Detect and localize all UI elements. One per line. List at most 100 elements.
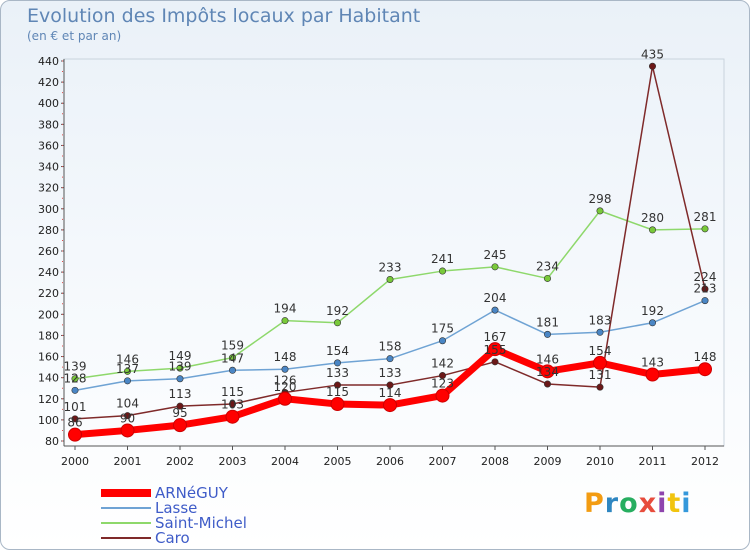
legend-label-arneguy: ARNéGUY [155,484,228,502]
value-label: 149 [169,349,192,363]
y-tick-label: 240 [38,266,59,279]
logo-letter: t [667,488,682,519]
value-label: 175 [431,322,454,336]
data-point [438,337,446,345]
legend-label-lasse: Lasse [155,499,198,517]
value-label: 435 [641,47,664,61]
data-point [491,358,499,366]
x-tick-label: 2006 [376,455,404,468]
y-tick-label: 320 [38,182,59,195]
data-point [386,355,394,363]
y-tick-label: 380 [38,118,59,131]
value-label: 147 [221,351,244,365]
value-label: 114 [379,386,402,400]
chart-subtitle: (en € et par an) [27,29,122,43]
value-label: 192 [326,304,349,318]
chart-title: Evolution des Impôts locaux par Habitant [27,5,421,27]
data-point [278,391,292,406]
value-label: 159 [221,339,244,353]
value-label: 115 [326,385,349,399]
x-tick-label: 2004 [271,455,299,468]
x-tick-label: 2011 [639,455,667,468]
data-point [435,388,450,403]
x-tick-label: 2003 [219,455,247,468]
data-point [68,427,82,442]
data-point [333,381,341,389]
value-label: 281 [694,210,717,224]
y-tick-label: 120 [38,393,59,406]
data-point [225,409,240,424]
y-tick-label: 220 [38,287,59,300]
x-tick-label: 2005 [324,455,352,468]
data-point [383,398,397,413]
x-tick-label: 2009 [534,455,562,468]
data-point [120,423,135,438]
data-point [124,412,132,420]
value-label: 137 [116,362,139,376]
data-point [543,380,551,388]
data-point [543,330,551,338]
value-label: 148 [274,350,297,364]
data-point [71,386,79,394]
value-label: 146 [536,352,559,366]
data-point [698,362,712,377]
x-tick-label: 2010 [586,455,614,468]
value-label: 245 [484,248,507,262]
value-label: 90 [120,411,135,425]
value-label: 103 [221,398,244,412]
data-point [333,319,341,327]
value-label: 86 [67,416,82,430]
chart-axes: 80 100 120 140 160 180 200 220 240 260 280 300 320 34… [38,55,725,468]
data-point [540,364,555,379]
data-point [386,381,394,389]
value-label: 158 [379,340,402,354]
logo-letter: o [619,488,639,519]
value-label: 280 [641,211,664,225]
y-tick-label: 400 [38,97,59,110]
y-tick-label: 420 [38,76,59,89]
value-label: 131 [589,368,612,382]
data-point [386,275,394,283]
data-point [701,225,709,233]
value-label: 148 [694,350,717,364]
value-label: 123 [431,377,454,391]
data-point [71,375,79,383]
x-tick-label: 2001 [114,455,142,468]
value-label: 133 [379,366,402,380]
value-label: 113 [169,387,192,401]
data-point [281,317,289,325]
value-label: 204 [484,291,507,305]
value-label: 192 [641,304,664,318]
value-label: 126 [274,373,297,387]
data-point [701,297,709,305]
legend-swatch-caro [101,537,151,539]
legend-swatch-saint-michel [101,522,151,524]
proxiti-logo: Proxiti [584,488,692,519]
value-label: 143 [641,356,664,370]
legend-swatch-arneguy [101,489,151,497]
data-point [229,400,237,408]
value-label: 101 [64,400,87,414]
data-point [596,328,604,336]
data-point [701,285,709,293]
value-label: 115 [221,385,244,399]
data-point [438,267,446,275]
value-label: 213 [694,282,717,296]
value-label: 181 [536,315,559,329]
data-point [281,365,289,373]
data-point [173,418,187,433]
data-point [596,383,604,391]
legend-swatch-lasse [101,507,151,509]
value-label: 104 [116,397,139,411]
y-tick-label: 340 [38,161,59,174]
data-point [229,366,237,374]
x-tick-label: 2007 [429,455,457,468]
x-tick-label: 2000 [61,455,89,468]
data-point [491,263,499,271]
data-point [176,402,184,410]
data-point [491,306,499,314]
value-label: 224 [694,270,717,284]
data-point [648,226,656,234]
value-label: 194 [274,302,297,316]
